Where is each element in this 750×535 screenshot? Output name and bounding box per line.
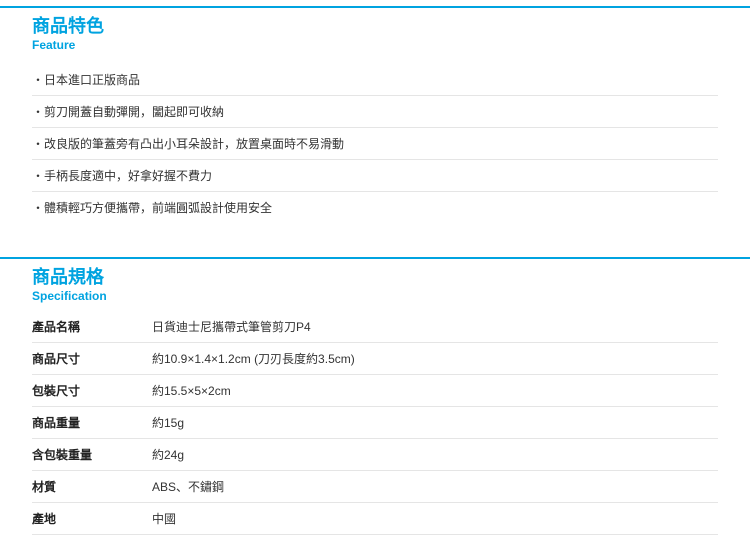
spec-row: 材質ABS、不鏽鋼 xyxy=(32,471,718,503)
spec-header: 商品規格 Specification xyxy=(0,257,750,309)
feature-item: ・手柄長度適中，好拿好握不費力 xyxy=(32,160,718,192)
spec-value: ABS、不鏽鋼 xyxy=(152,478,224,495)
spec-value: 約24g xyxy=(152,446,184,463)
spec-table: 產品名稱日貨迪士尼攜帶式筆管剪刀P4商品尺寸約10.9×1.4×1.2cm (刀… xyxy=(0,309,750,535)
spec-value: 日貨迪士尼攜帶式筆管剪刀P4 xyxy=(152,318,311,335)
spec-value: 約10.9×1.4×1.2cm (刀刃長度約3.5cm) xyxy=(152,350,355,367)
spec-row: 商品尺寸約10.9×1.4×1.2cm (刀刃長度約3.5cm) xyxy=(32,343,718,375)
spec-title: 商品規格 xyxy=(32,267,750,289)
spec-value: 約15g xyxy=(152,414,184,431)
spec-label: 包裝尺寸 xyxy=(32,382,152,399)
feature-subtitle: Feature xyxy=(32,38,750,52)
spec-row: 產地中國 xyxy=(32,503,718,535)
spec-row: 產品名稱日貨迪士尼攜帶式筆管剪刀P4 xyxy=(32,311,718,343)
feature-item: ・剪刀開蓋自動彈開，闔起即可收納 xyxy=(32,96,718,128)
feature-item: ・改良版的筆蓋旁有凸出小耳朵設計，放置桌面時不易滑動 xyxy=(32,128,718,160)
spec-value: 中國 xyxy=(152,510,176,527)
spec-label: 商品尺寸 xyxy=(32,350,152,367)
spec-subtitle: Specification xyxy=(32,289,750,303)
spec-row: 含包裝重量約24g xyxy=(32,439,718,471)
feature-title: 商品特色 xyxy=(32,16,750,38)
page-container: 商品特色 Feature ・日本進口正版商品・剪刀開蓋自動彈開，闔起即可收納・改… xyxy=(0,6,750,535)
spec-label: 產地 xyxy=(32,510,152,527)
spec-value: 約15.5×5×2cm xyxy=(152,382,231,399)
feature-header: 商品特色 Feature xyxy=(0,6,750,58)
spec-row: 包裝尺寸約15.5×5×2cm xyxy=(32,375,718,407)
section-spacer xyxy=(0,233,750,251)
spec-label: 材質 xyxy=(32,478,152,495)
feature-item: ・體積輕巧方便攜帶，前端圓弧設計使用安全 xyxy=(32,192,718,223)
feature-item: ・日本進口正版商品 xyxy=(32,64,718,96)
spec-row: 商品重量約15g xyxy=(32,407,718,439)
spec-label: 含包裝重量 xyxy=(32,446,152,463)
spec-label: 產品名稱 xyxy=(32,318,152,335)
feature-list: ・日本進口正版商品・剪刀開蓋自動彈開，闔起即可收納・改良版的筆蓋旁有凸出小耳朵設… xyxy=(0,58,750,233)
spec-label: 商品重量 xyxy=(32,414,152,431)
